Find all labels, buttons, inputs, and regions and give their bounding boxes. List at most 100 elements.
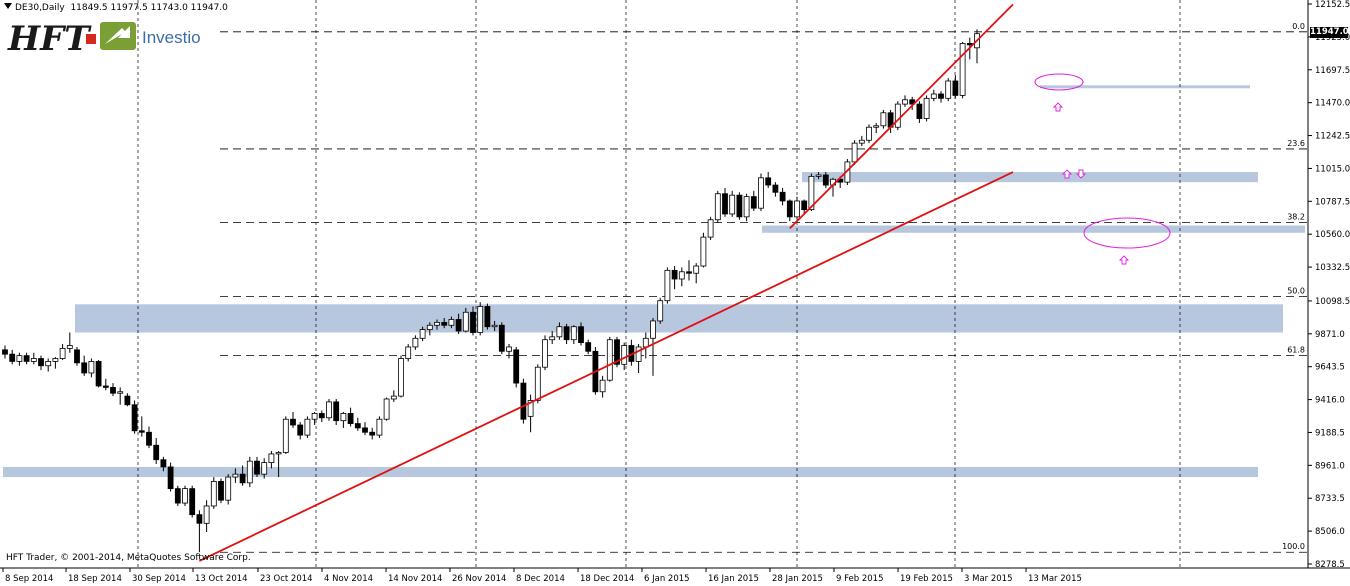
- candle-body: [657, 300, 664, 322]
- candle-body: [866, 126, 872, 141]
- candle-body: [650, 320, 656, 339]
- candle-body: [383, 398, 390, 420]
- candle-body: [765, 177, 772, 186]
- candle-body: [376, 418, 383, 436]
- candle-body: [254, 460, 260, 475]
- candle-body: [599, 379, 606, 393]
- logo-hft-text: HFT: [7, 19, 92, 58]
- candle-body: [534, 366, 541, 401]
- candle-body: [484, 306, 491, 328]
- dropdown-icon[interactable]: [4, 3, 12, 9]
- candle-body: [160, 459, 167, 468]
- candle-body: [851, 142, 858, 163]
- x-tick-label: 3 Mar 2015: [964, 574, 1012, 584]
- current-price-tag: 11947.0: [1310, 27, 1349, 38]
- candle-body: [45, 361, 52, 367]
- time-axis: 8 Sep 2014 18 Sep 2014 30 Sep 2014 13 Oct 2…: [2, 568, 1082, 584]
- x-tick-label: 18 Dec 2014: [580, 574, 634, 584]
- candle-body: [196, 514, 203, 524]
- candle-body: [664, 269, 671, 302]
- logo-red-square: [86, 34, 96, 44]
- candle-body: [138, 430, 145, 433]
- x-tick-label: 8 Dec 2014: [516, 574, 565, 584]
- fib-label: 61.8: [1287, 346, 1305, 355]
- candle-body: [750, 196, 757, 209]
- y-tick-label: 11242.5: [1315, 132, 1350, 142]
- x-tick-label: 28 Jan 2015: [772, 574, 823, 584]
- y-tick-label: 10560.0: [1315, 230, 1350, 240]
- trendline: [199, 171, 1014, 562]
- candle-body: [218, 480, 224, 501]
- candle-body: [275, 452, 282, 455]
- candle-body: [318, 413, 325, 419]
- arrow-up-icon: [1061, 169, 1073, 179]
- candle-body: [326, 401, 332, 419]
- candle-body: [30, 358, 37, 362]
- candle-body: [693, 265, 700, 274]
- highlight-ellipse: [1034, 73, 1084, 91]
- candle-body: [146, 431, 152, 446]
- candle-body: [333, 401, 340, 422]
- y-tick-label: 9871.0: [1315, 330, 1345, 340]
- candle-body: [38, 358, 44, 367]
- x-tick-label: 4 Nov 2014: [324, 574, 373, 584]
- candle-body: [880, 112, 887, 127]
- candle-body: [722, 193, 728, 215]
- candle-body: [938, 93, 944, 99]
- candle-body: [362, 427, 368, 433]
- fib-label: 100.0: [1282, 542, 1305, 551]
- candle-body: [405, 346, 412, 359]
- candle-body: [225, 476, 232, 501]
- y-tick-label: 10787.5: [1315, 197, 1350, 207]
- candle-body: [52, 358, 59, 362]
- candle-body: [873, 125, 880, 128]
- candle-body: [124, 395, 131, 406]
- highlight-ellipse: [1083, 217, 1171, 249]
- x-tick-label: 9 Feb 2015: [836, 574, 884, 584]
- candle-body: [131, 404, 138, 432]
- candle-body: [426, 324, 433, 331]
- vertical-grid: [137, 0, 1181, 568]
- candle-body: [491, 324, 498, 328]
- candle-body: [455, 319, 462, 332]
- candles: [2, 29, 980, 553]
- candle-body: [102, 385, 109, 388]
- arrow-up-icon: [1052, 102, 1064, 112]
- candle-body: [232, 473, 239, 478]
- y-tick-label: 9416.0: [1315, 396, 1345, 406]
- x-tick-label: 14 Nov 2014: [388, 574, 442, 584]
- candle-body: [714, 193, 721, 221]
- candle-body: [902, 99, 908, 105]
- candle-body: [110, 387, 116, 394]
- candle-body: [642, 337, 649, 348]
- candle-body: [635, 346, 642, 362]
- price-zone: [762, 225, 1305, 233]
- x-tick-label: 13 Mar 2015: [1028, 574, 1082, 584]
- candle-body: [498, 324, 505, 352]
- candle-body: [347, 413, 354, 424]
- candle-body: [930, 93, 937, 99]
- fib-label: 0.0: [1292, 22, 1305, 31]
- candle-body: [621, 345, 628, 365]
- candle-body: [182, 488, 188, 504]
- chart-header: DE30,Daily 11849.5 11977.5 11743.0 11947…: [4, 3, 228, 13]
- candle-body: [2, 349, 8, 355]
- candle-body: [606, 339, 613, 381]
- y-tick-label: 11470.0: [1315, 99, 1350, 109]
- y-tick-label: 12152.5: [1315, 0, 1350, 10]
- candle-body: [153, 444, 160, 461]
- candle-body: [354, 423, 361, 429]
- y-tick-label: 11697.5: [1315, 66, 1350, 76]
- candle-body: [74, 349, 80, 364]
- x-tick-label: 13 Oct 2014: [195, 574, 248, 584]
- y-tick-label: 9188.5: [1315, 428, 1345, 438]
- x-tick-label: 26 Nov 2014: [452, 574, 506, 584]
- x-tick-label: 16 Jan 2015: [708, 574, 759, 584]
- candle-body: [527, 400, 534, 417]
- candle-body: [203, 505, 210, 524]
- candle-body: [117, 391, 124, 394]
- candle-body: [808, 175, 815, 211]
- candle-body: [700, 236, 707, 267]
- trendlines: [199, 3, 1014, 562]
